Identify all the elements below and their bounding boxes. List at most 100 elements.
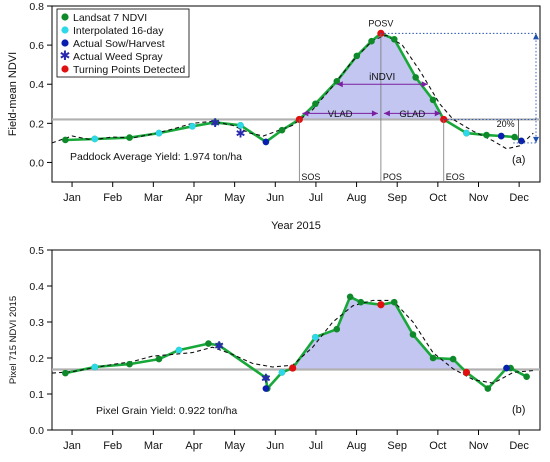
sow-harvest-point xyxy=(262,138,270,146)
landsat-point xyxy=(278,126,286,134)
x-tick-label: Nov xyxy=(469,440,489,452)
landsat-point xyxy=(412,74,419,81)
x-tick-label: Oct xyxy=(429,192,446,204)
pct-label: 20% xyxy=(497,119,515,129)
y-tick-label: 0.2 xyxy=(29,353,44,365)
landsat-point xyxy=(353,52,361,60)
landsat-point xyxy=(368,37,375,45)
landsat-point xyxy=(429,354,437,362)
landsat-point xyxy=(215,342,223,349)
landsat-point xyxy=(483,131,490,139)
landsat-point xyxy=(333,77,341,85)
landsat-point xyxy=(211,119,219,126)
landsat-point xyxy=(126,360,133,368)
x-tick-label: Jan xyxy=(63,192,81,204)
panel-b-chart: ✱ ✱ 0.0 0.1 0.2 0.3 0.4 0.5 Jan Feb Mar Apr May Jun J… xyxy=(8,245,541,452)
indvi-arrow-head xyxy=(336,81,343,88)
yield-text: Pixel Grain Yield: 0.922 ton/ha xyxy=(96,405,237,417)
x-tick-label: Sep xyxy=(387,192,407,204)
interpolated-point xyxy=(91,363,99,371)
y-tick-label: 0.3 xyxy=(29,317,44,329)
legend-marker-weed-spray: ✱ xyxy=(60,48,71,63)
y-tick-label: 0.2 xyxy=(29,118,44,130)
indvi-arrow-head xyxy=(421,81,428,88)
x-tick-label: Jan xyxy=(63,440,81,452)
sow-harvest-point xyxy=(503,364,510,372)
legend-label: Actual Sow/Harvest xyxy=(73,38,165,50)
amplitude-arrow-head xyxy=(533,33,539,40)
y-tick-label: 0.0 xyxy=(29,425,44,437)
x-tick-label: Jun xyxy=(266,192,284,204)
legend-label: Interpolated 16-day xyxy=(73,25,164,37)
legend-marker-landsat xyxy=(61,13,69,21)
x-tick-label: Feb xyxy=(103,440,122,452)
landsat-point xyxy=(262,374,270,382)
x-tick-label: Jul xyxy=(309,192,323,204)
landsat-point xyxy=(62,136,69,144)
indvi-area xyxy=(292,296,467,373)
phenology-label-pos: POS xyxy=(383,172,402,182)
vlad-label: VLAD xyxy=(328,109,353,120)
legend-label: Actual Weed Spray xyxy=(73,51,163,63)
landsat-point xyxy=(357,298,365,306)
turning-point xyxy=(377,301,385,309)
landsat-point xyxy=(390,298,398,306)
panel-a-frame xyxy=(51,5,541,183)
x-tick-label: Mar xyxy=(144,192,163,204)
x-tick-label: May xyxy=(224,440,245,452)
x-tick-label: Oct xyxy=(429,440,446,452)
landsat-point xyxy=(390,35,398,43)
panel-label: (a) xyxy=(512,154,525,166)
y-axis-title: Pixel 715 NDVI 2015 xyxy=(8,296,19,384)
y-tick-label: 0.5 xyxy=(29,245,44,257)
landsat-point xyxy=(333,325,341,333)
interpolated-point xyxy=(155,129,163,137)
x-tick-label: Aug xyxy=(347,192,367,204)
yield-text: Paddock Average Yield: 1.974 ton/ha xyxy=(70,151,242,163)
phenology-label-eos: EOS xyxy=(446,172,465,182)
panel-label: (b) xyxy=(512,404,525,416)
landsat-point xyxy=(484,385,492,392)
landsat-point xyxy=(409,331,417,338)
y-tick-label: 0.0 xyxy=(29,157,44,169)
x-tick-label: Dec xyxy=(509,440,529,452)
amplitude-arrow-head xyxy=(533,136,539,143)
posv-label: POSV xyxy=(368,18,393,28)
landsat-point xyxy=(523,373,530,381)
y-tick-label: 0.1 xyxy=(29,389,44,401)
series-fitted-line xyxy=(51,34,534,150)
phenology-label-sos: SOS xyxy=(301,172,320,182)
series-landsat-line xyxy=(65,32,522,144)
legend-marker-sow-harvest xyxy=(61,39,69,47)
landsat-point xyxy=(346,293,354,301)
x-tick-label: Aug xyxy=(347,440,367,452)
landsat-point xyxy=(126,134,133,141)
landsat-point xyxy=(449,355,457,363)
y-tick-label: 0.4 xyxy=(29,281,44,293)
sow-harvest-point xyxy=(497,132,505,140)
weed-spray-star: ✱ xyxy=(214,339,224,353)
interpolated-point xyxy=(237,121,244,129)
glad-label: GLAD xyxy=(399,109,425,120)
interpolated-point xyxy=(189,122,196,130)
weed-spray-star: ✱ xyxy=(261,371,271,385)
sow-harvest-point xyxy=(262,385,270,392)
panel-a-chart: ✱ ✱ 0.0 0.2 0.4 0.6 0.8 Jan Feb Mar Apr May Jun Jul A… xyxy=(7,1,541,232)
landsat-point xyxy=(429,96,437,104)
series-landsat-line xyxy=(65,295,528,390)
x-tick-label: Dec xyxy=(509,192,529,204)
x-tick-label: Jul xyxy=(309,440,323,452)
interpolated-point xyxy=(463,129,470,137)
x-tick-label: Apr xyxy=(185,192,202,204)
panel-b-frame xyxy=(51,249,541,431)
legend-label: Landsat 7 NDVI xyxy=(73,12,147,24)
legend-box xyxy=(56,8,190,78)
turning-point xyxy=(462,368,471,376)
landsat-point xyxy=(62,369,69,377)
landsat-point xyxy=(312,100,319,108)
x-tick-label: Nov xyxy=(469,192,489,204)
weed-spray-star: ✱ xyxy=(235,127,245,141)
interpolated-point xyxy=(278,369,286,376)
x-tick-label: Sep xyxy=(387,440,407,452)
